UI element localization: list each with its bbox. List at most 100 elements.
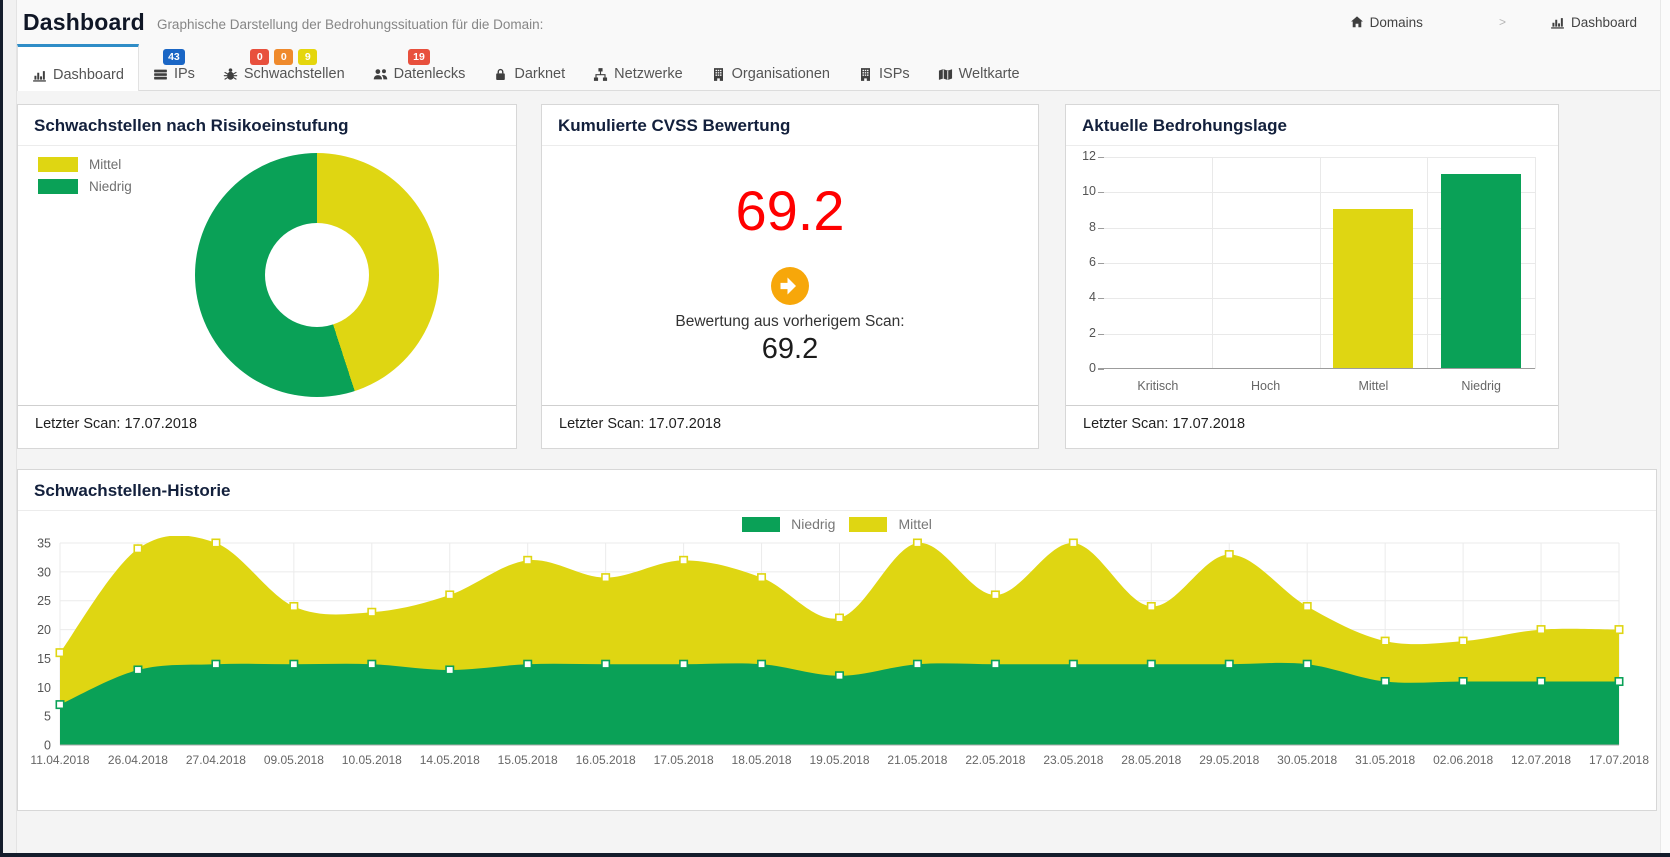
legend-item-niedrig[interactable]: Niedrig: [742, 516, 835, 532]
area-chart[interactable]: 0510152025303511.04.201826.04.201827.04.…: [18, 536, 1654, 785]
tab-label: IPs: [174, 66, 195, 82]
marker-niedrig[interactable]: [1459, 678, 1466, 685]
tab-organisationen[interactable]: Organisationen: [697, 44, 844, 90]
marker-mittel[interactable]: [602, 574, 609, 581]
marker-mittel[interactable]: [914, 539, 921, 546]
y-axis-tick-label: 15: [37, 652, 51, 666]
x-axis-tick-label: 23.05.2018: [1043, 753, 1103, 767]
marker-mittel[interactable]: [56, 649, 63, 656]
marker-niedrig[interactable]: [368, 661, 375, 668]
donut-chart-area[interactable]: Mittel Niedrig: [18, 145, 516, 400]
page: Dashboard Graphische Darstellung der Bed…: [17, 0, 1661, 811]
x-axis-tick-label: 09.05.2018: [264, 753, 324, 767]
tab-isps[interactable]: ISPs: [844, 44, 924, 90]
legend-item-niedrig[interactable]: Niedrig: [38, 179, 132, 194]
marker-mittel[interactable]: [290, 603, 297, 610]
breadcrumb-item-dashboard[interactable]: Dashboard: [1550, 15, 1637, 30]
card-historie: Schwachstellen-Historie NiedrigMittel 05…: [17, 469, 1657, 811]
y-axis-tick-label: 25: [37, 594, 51, 608]
x-axis-tick-label: 14.05.2018: [420, 753, 480, 767]
marker-niedrig[interactable]: [992, 661, 999, 668]
marker-mittel[interactable]: [212, 539, 219, 546]
tab-dashboard[interactable]: Dashboard: [17, 44, 139, 91]
marker-niedrig[interactable]: [212, 661, 219, 668]
legend-item-mittel[interactable]: Mittel: [38, 157, 132, 172]
marker-niedrig[interactable]: [1381, 678, 1388, 685]
marker-mittel[interactable]: [758, 574, 765, 581]
tab-datenlecks[interactable]: 19Datenlecks: [359, 44, 480, 90]
marker-niedrig[interactable]: [134, 666, 141, 673]
marker-niedrig[interactable]: [914, 661, 921, 668]
tab-darknet[interactable]: Darknet: [479, 44, 579, 90]
marker-niedrig[interactable]: [524, 661, 531, 668]
count-badge: 9: [298, 49, 317, 65]
marker-mittel[interactable]: [1070, 539, 1077, 546]
marker-mittel[interactable]: [836, 614, 843, 621]
count-badge: 19: [408, 49, 430, 65]
tab-badges: 43: [163, 49, 185, 65]
tab-schwachstellen[interactable]: 009Schwachstellen: [209, 44, 359, 90]
marker-mittel[interactable]: [446, 591, 453, 598]
marker-mittel[interactable]: [680, 557, 687, 564]
legend-item-mittel[interactable]: Mittel: [849, 516, 931, 532]
scrollbar-track[interactable]: [1660, 0, 1670, 857]
marker-mittel[interactable]: [1381, 637, 1388, 644]
bar-mittel[interactable]: [1333, 209, 1413, 368]
tab-label: Schwachstellen: [244, 66, 345, 82]
marker-niedrig[interactable]: [56, 701, 63, 708]
count-badge: 0: [250, 49, 269, 65]
y-axis-tick-label: 30: [37, 565, 51, 579]
y-axis-tick-label: 5: [44, 710, 51, 724]
tab-netzwerke[interactable]: Netzwerke: [579, 44, 697, 90]
count-badge: 43: [163, 49, 185, 65]
marker-mittel[interactable]: [1537, 626, 1544, 633]
y-axis-tick-label: 10: [37, 681, 51, 695]
marker-niedrig[interactable]: [1148, 661, 1155, 668]
marker-niedrig[interactable]: [1304, 661, 1311, 668]
x-axis-tick-label: 27.04.2018: [186, 753, 246, 767]
cvss-score-value: 69.2: [542, 183, 1038, 239]
last-scan-label: Letzter Scan: 17.07.2018: [542, 405, 1038, 448]
marker-mittel[interactable]: [524, 557, 531, 564]
map-icon: [938, 67, 953, 82]
marker-mittel[interactable]: [1226, 551, 1233, 558]
tab-ips[interactable]: 43IPs: [139, 44, 209, 90]
tab-weltkarte[interactable]: Weltkarte: [924, 44, 1034, 90]
bar-chart[interactable]: 024681012KritischHochMittelNiedrig: [1104, 157, 1535, 369]
bar-niedrig[interactable]: [1441, 174, 1521, 368]
marker-mittel[interactable]: [1148, 603, 1155, 610]
marker-niedrig[interactable]: [836, 672, 843, 679]
marker-niedrig[interactable]: [1537, 678, 1544, 685]
donut-chart[interactable]: [195, 153, 439, 397]
marker-niedrig[interactable]: [1615, 678, 1622, 685]
marker-mittel[interactable]: [1459, 637, 1466, 644]
marker-mittel[interactable]: [1615, 626, 1622, 633]
marker-mittel[interactable]: [1304, 603, 1311, 610]
marker-niedrig[interactable]: [758, 661, 765, 668]
marker-niedrig[interactable]: [680, 661, 687, 668]
x-axis-tick-label: 21.05.2018: [887, 753, 947, 767]
marker-mittel[interactable]: [368, 609, 375, 616]
area-legend: Niedrig Mittel: [18, 516, 1656, 532]
last-scan-label: Letzter Scan: 17.07.2018: [18, 405, 516, 448]
breadcrumb-item-domains[interactable]: Domains: [1350, 15, 1423, 30]
window-edge: [0, 0, 3, 857]
marker-niedrig[interactable]: [1226, 661, 1233, 668]
marker-niedrig[interactable]: [1070, 661, 1077, 668]
card-title: Aktuelle Bedrohungslage: [1082, 116, 1542, 136]
marker-mittel[interactable]: [992, 591, 999, 598]
bar-chart-icon: [32, 68, 47, 83]
marker-niedrig[interactable]: [446, 666, 453, 673]
bar-chart-area[interactable]: 024681012KritischHochMittelNiedrig: [1066, 145, 1558, 400]
marker-mittel[interactable]: [134, 545, 141, 552]
y-axis-tick-label: 20: [37, 623, 51, 637]
tab-label: Dashboard: [53, 67, 124, 83]
marker-niedrig[interactable]: [602, 661, 609, 668]
marker-niedrig[interactable]: [290, 661, 297, 668]
tab-label: Weltkarte: [959, 66, 1020, 82]
tab-label: Organisationen: [732, 66, 830, 82]
y-axis-tick: [1098, 157, 1104, 158]
legend-label: Niedrig: [791, 516, 835, 532]
y-axis-tick-label: 35: [37, 537, 51, 551]
tab-label: Datenlecks: [394, 66, 466, 82]
